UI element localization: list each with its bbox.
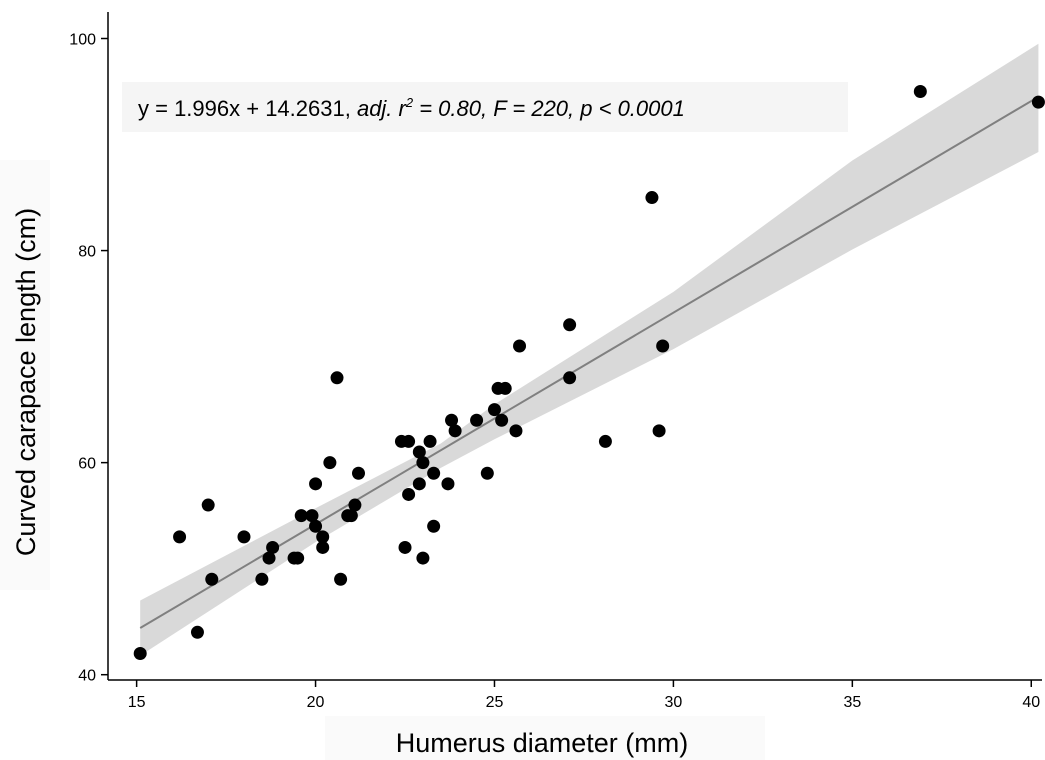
- y-axis-title-background: [0, 160, 50, 590]
- data-point: [423, 434, 437, 448]
- confidence-band-layer: [140, 43, 1039, 656]
- data-point: [427, 466, 441, 480]
- data-point: [598, 434, 612, 448]
- y-tick-label: 80: [78, 244, 96, 261]
- data-point: [334, 572, 348, 586]
- y-tick-label: 100: [69, 32, 96, 49]
- data-point: [351, 466, 365, 480]
- data-point: [470, 413, 484, 427]
- data-point: [305, 509, 319, 523]
- data-point: [416, 456, 430, 470]
- annotation-superscript: 2: [405, 95, 414, 110]
- data-point: [309, 519, 323, 533]
- annotation-equation: y = 1.996x + 14.2631,: [138, 96, 357, 121]
- y-tick-label: 40: [78, 668, 96, 685]
- data-point: [398, 540, 412, 554]
- data-point: [487, 403, 501, 417]
- data-point: [563, 371, 577, 385]
- regression-annotation: y = 1.996x + 14.2631, adj. r2 = 0.80, F …: [138, 95, 685, 121]
- data-point: [513, 339, 527, 353]
- y-axis-title: Curved carapace length (cm): [11, 208, 41, 556]
- data-point: [480, 466, 494, 480]
- data-point: [266, 540, 280, 554]
- x-axis-title: Humerus diameter (mm): [396, 728, 689, 758]
- data-point: [1031, 95, 1045, 109]
- data-point: [498, 381, 512, 395]
- data-point: [652, 424, 666, 438]
- data-point: [913, 85, 927, 99]
- regression-line-layer: [139, 95, 1039, 629]
- axes-layer: 15 20 25 30 35 40 40 60 80 100: [69, 12, 1042, 711]
- data-point: [402, 434, 416, 448]
- annotation-adj-r: adj. r: [357, 96, 408, 121]
- data-point: [237, 530, 251, 544]
- x-tick-label: 25: [486, 694, 504, 711]
- data-point: [294, 509, 308, 523]
- data-point: [309, 477, 323, 491]
- x-tick-label: 35: [843, 694, 861, 711]
- data-point: [509, 424, 523, 438]
- data-point: [656, 339, 670, 353]
- regression-line: [139, 95, 1039, 629]
- data-point: [291, 551, 305, 565]
- data-point: [412, 445, 426, 459]
- data-point: [448, 424, 462, 438]
- data-point: [495, 413, 509, 427]
- data-point: [201, 498, 215, 512]
- data-point: [416, 551, 430, 565]
- annotation-background: [122, 82, 848, 132]
- data-point: [645, 191, 659, 205]
- data-point: [445, 413, 459, 427]
- x-axis-title-background: [325, 716, 765, 760]
- data-point: [427, 519, 441, 533]
- data-point: [402, 487, 416, 501]
- data-point: [255, 572, 269, 586]
- data-point: [348, 498, 362, 512]
- x-tick-label: 40: [1022, 694, 1040, 711]
- data-point: [190, 625, 204, 639]
- x-tick-label: 20: [307, 694, 325, 711]
- data-point: [441, 477, 455, 491]
- data-point: [344, 509, 358, 523]
- x-tick-label: 15: [128, 694, 146, 711]
- annotation-stats: = 0.80, F = 220, p < 0.0001: [413, 96, 685, 121]
- x-tick-label: 30: [665, 694, 683, 711]
- data-point: [133, 646, 147, 660]
- data-points-layer: [133, 85, 1045, 660]
- y-tick-label: 60: [78, 456, 96, 473]
- data-point: [316, 530, 330, 544]
- data-point: [205, 572, 219, 586]
- data-point: [323, 456, 337, 470]
- data-point: [173, 530, 187, 544]
- data-point: [262, 551, 276, 565]
- data-point: [563, 318, 577, 332]
- data-point: [412, 477, 426, 491]
- data-point: [330, 371, 344, 385]
- confidence-band: [140, 43, 1039, 656]
- data-point: [316, 540, 330, 554]
